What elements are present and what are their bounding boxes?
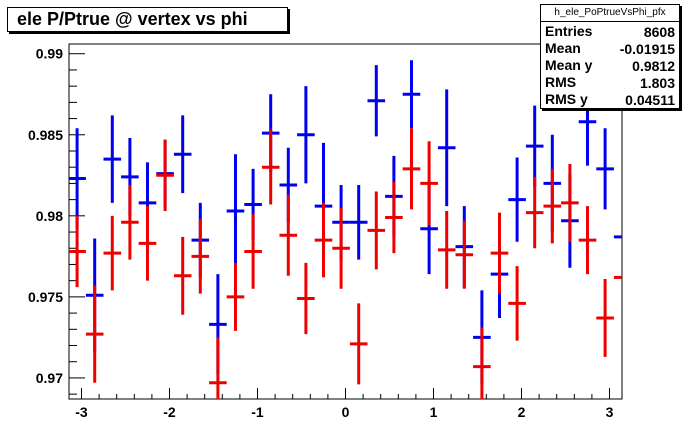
stats-value: 0.9812 bbox=[632, 58, 675, 74]
stats-row-mean-y: Mean y 0.9812 bbox=[541, 56, 679, 74]
data-point bbox=[349, 303, 368, 385]
stats-value: 0.04511 bbox=[625, 92, 675, 108]
data-point bbox=[473, 327, 491, 399]
data-point bbox=[455, 220, 474, 289]
data-point bbox=[209, 337, 227, 399]
data-point bbox=[244, 214, 262, 289]
y-tick-label: 0.98 bbox=[36, 208, 63, 224]
data-point bbox=[85, 285, 104, 383]
data-point bbox=[437, 89, 456, 207]
data-point bbox=[508, 266, 526, 341]
stats-key: Mean y bbox=[545, 57, 593, 73]
data-point bbox=[69, 215, 86, 288]
data-point bbox=[156, 139, 174, 211]
x-tick-label: 1 bbox=[430, 404, 438, 420]
data-point bbox=[525, 176, 544, 249]
data-point bbox=[121, 185, 139, 260]
y-axis: 0.97 0.975 0.98 0.985 0.99 bbox=[28, 46, 85, 395]
data-point bbox=[420, 141, 438, 226]
data-point bbox=[385, 181, 403, 254]
x-tick-label: -3 bbox=[75, 404, 88, 420]
data-point bbox=[332, 207, 350, 289]
stats-row-entries: Entries 8608 bbox=[541, 22, 679, 40]
data-point bbox=[138, 206, 157, 281]
data-point bbox=[402, 128, 421, 210]
data-point bbox=[596, 128, 614, 210]
stats-value: 1.803 bbox=[639, 75, 675, 91]
stats-key: RMS bbox=[545, 74, 577, 90]
series-red bbox=[69, 128, 622, 399]
data-point bbox=[191, 219, 210, 294]
data-point bbox=[226, 154, 245, 268]
data-point bbox=[367, 65, 386, 137]
stats-row-mean: Mean -0.01915 bbox=[541, 39, 679, 57]
x-tick-label: -2 bbox=[163, 404, 176, 420]
y-tick-label: 0.975 bbox=[28, 289, 63, 305]
data-point bbox=[297, 262, 315, 335]
data-point bbox=[226, 262, 245, 331]
stats-row-rms: RMS 1.803 bbox=[541, 73, 679, 91]
data-point bbox=[367, 191, 386, 270]
x-tick-label: 2 bbox=[518, 404, 526, 420]
data-point bbox=[261, 129, 280, 205]
stats-value: 8608 bbox=[643, 24, 675, 40]
y-tick-label: 0.99 bbox=[36, 46, 63, 62]
data-point bbox=[103, 115, 122, 203]
data-point bbox=[297, 86, 315, 184]
data-point bbox=[69, 128, 86, 229]
stats-value: -0.01915 bbox=[619, 41, 675, 57]
data-point bbox=[525, 105, 544, 187]
data-point bbox=[349, 185, 368, 260]
data-point bbox=[437, 210, 456, 289]
data-point bbox=[279, 194, 298, 276]
stats-key: Mean bbox=[545, 40, 581, 56]
chart-title-box: ele P/Ptrue @ vertex vs phi bbox=[7, 7, 288, 32]
data-point bbox=[543, 168, 562, 244]
x-axis: -3 -2 -1 0 1 2 3 bbox=[75, 388, 614, 420]
series-layer bbox=[69, 60, 622, 399]
data-point bbox=[402, 60, 421, 129]
y-tick-label: 0.985 bbox=[28, 127, 63, 143]
stats-key: RMS y bbox=[545, 91, 588, 107]
data-point bbox=[103, 215, 122, 291]
data-point bbox=[578, 206, 597, 275]
data-point bbox=[490, 212, 509, 294]
stats-histogram-name: h_ele_PoPtrueVsPhi_pfx bbox=[541, 5, 679, 22]
stats-key: Entries bbox=[545, 23, 593, 39]
data-point bbox=[508, 157, 526, 242]
data-point bbox=[173, 115, 192, 194]
stats-box: h_ele_PoPtrueVsPhi_pfx Entries 8608 Mean… bbox=[540, 4, 680, 109]
x-tick-label: -1 bbox=[251, 404, 264, 420]
data-point bbox=[173, 236, 192, 315]
chart-title: ele P/Ptrue @ vertex vs phi bbox=[17, 9, 248, 29]
y-tick-label: 0.97 bbox=[36, 370, 63, 386]
data-point bbox=[561, 163, 579, 242]
x-tick-label: 0 bbox=[342, 404, 350, 420]
data-point bbox=[596, 279, 614, 357]
stats-row-rms-y: RMS y 0.04511 bbox=[541, 90, 679, 108]
data-point bbox=[314, 202, 333, 278]
x-tick-label: 3 bbox=[606, 404, 614, 420]
